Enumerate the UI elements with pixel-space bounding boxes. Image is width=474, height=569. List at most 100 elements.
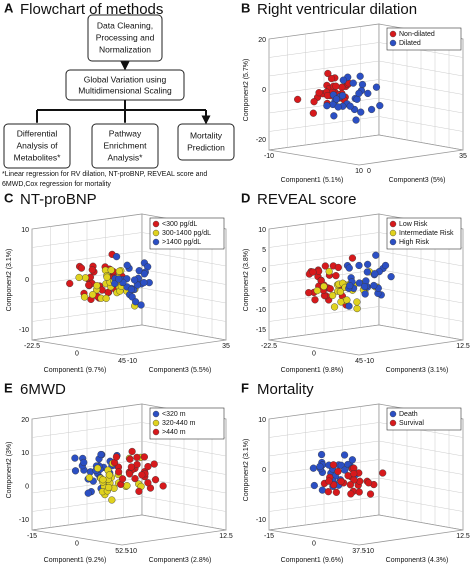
- scatter-dot: [357, 108, 365, 116]
- scatter-dot: [336, 288, 345, 296]
- scatter-dot: [112, 253, 121, 261]
- scatter-dot: [115, 468, 123, 476]
- scatter-dot: [305, 289, 313, 297]
- legend-swatch: [152, 220, 160, 228]
- y-axis-label: Component2 (5.7%): [243, 59, 250, 122]
- legend-swatch: [389, 410, 397, 418]
- legend-label: Survival: [399, 420, 424, 427]
- scatter-dot: [66, 279, 74, 288]
- x3-axis-label: Component3 (2.8%): [149, 557, 212, 564]
- box-text: Multidimensional Scaling: [78, 85, 172, 95]
- legend-label: Non-dilated: [399, 31, 435, 38]
- scatter-dot: [112, 453, 121, 461]
- scatter-dot: [310, 481, 318, 490]
- scatter-dot: [347, 490, 355, 498]
- scatter-dot: [111, 279, 119, 288]
- scatter-dot: [309, 268, 317, 276]
- scatter-dot: [103, 273, 111, 281]
- y-tick-label: -10: [256, 517, 266, 524]
- legend-swatch: [389, 220, 397, 228]
- scatter-dot: [332, 82, 340, 90]
- scatter-dot: [381, 261, 390, 270]
- panel-letter: A: [4, 0, 14, 15]
- scatter-dot: [358, 80, 367, 89]
- y-tick-label: 0: [262, 467, 266, 474]
- scatter-dot: [360, 282, 369, 291]
- scatter-dot: [355, 488, 363, 496]
- x1-axis-label: Component1 (9.8%): [281, 367, 344, 374]
- scatter-dot: [309, 109, 317, 117]
- scatter-dot: [330, 112, 338, 120]
- x3-tick-label: 12.5: [456, 343, 470, 350]
- scatter-dot: [130, 276, 139, 284]
- scatter-dot: [323, 102, 331, 110]
- scatter-dot: [75, 273, 83, 282]
- scatter-dot: [151, 476, 160, 484]
- scatter-dot: [325, 477, 333, 485]
- legend-label: >440 m: [162, 429, 186, 436]
- scatter-dot: [372, 83, 381, 91]
- y-tick-label: -10: [19, 517, 29, 524]
- legend-swatch: [389, 30, 397, 38]
- legend-box: [149, 217, 225, 250]
- flow-box: [177, 123, 235, 161]
- y-tick-label: 10: [258, 417, 266, 424]
- scatter-dot: [367, 105, 376, 114]
- scatter-dot: [105, 483, 113, 492]
- scatter-dot: [355, 89, 363, 97]
- x1-axis-label: Component1 (9.2%): [44, 557, 107, 564]
- x1-axis-label: Component1 (5.1%): [281, 177, 344, 184]
- scatter-dot: [349, 79, 357, 87]
- scatter-dot: [324, 69, 332, 78]
- x1-axis-label: Component1 (9.7%): [44, 367, 107, 374]
- panel-title: 6MWD: [20, 381, 66, 398]
- scatter-dot: [326, 285, 334, 293]
- scatter-dot: [107, 266, 115, 274]
- scatter-dot: [339, 76, 347, 84]
- y-tick-label: 0: [25, 484, 29, 491]
- scatter-dot: [80, 293, 89, 301]
- y-tick-label: 10: [21, 450, 29, 457]
- y-axis-label: Component2 (3.8%): [243, 249, 250, 312]
- scatter-dot: [99, 476, 107, 484]
- scatter-dot: [310, 98, 318, 106]
- x3-tick-label: 35: [459, 153, 467, 160]
- scatter-dot: [324, 488, 332, 496]
- scatter-dot: [352, 116, 360, 124]
- x3-tick-label: 35: [222, 343, 230, 350]
- x1-tick-label: -15: [264, 533, 274, 540]
- legend-label: 320-440 m: [162, 420, 196, 427]
- legend-label: <300 pg/dL: [162, 221, 197, 228]
- box-text: Analysis*: [108, 152, 144, 162]
- scatter-dot: [85, 281, 93, 289]
- panel-letter: F: [241, 380, 249, 395]
- scatter-dot: [140, 453, 148, 461]
- x3-axis-label: Component3 (5%): [389, 177, 446, 184]
- panel-letter: E: [4, 380, 13, 395]
- scatter-dot: [313, 286, 321, 295]
- legend-box: [386, 407, 462, 431]
- panel-title: Mortality: [257, 381, 314, 398]
- scatter-dot: [343, 296, 351, 304]
- scatter-dot: [353, 304, 361, 313]
- scatter-dot: [328, 291, 337, 300]
- y-tick-label: -5: [260, 287, 266, 294]
- panel-title: NT-proBNP: [20, 191, 97, 208]
- box-text: Mortality: [190, 130, 223, 140]
- scatter-dot: [337, 298, 345, 306]
- x3-tick-label: -10: [364, 358, 374, 365]
- scatter-dot: [311, 296, 319, 304]
- x1-tick-label: 0: [312, 350, 316, 357]
- panel-title: REVEAL score: [257, 191, 357, 208]
- x1-tick-label: -15: [27, 533, 37, 540]
- x3-axis-label: Component3 (5.5%): [149, 367, 212, 374]
- scatter-dot: [332, 488, 340, 496]
- connector: [36, 100, 207, 122]
- scatter-dot: [334, 263, 342, 272]
- scatter-dot: [97, 450, 105, 459]
- box-text: Pathway: [109, 128, 142, 138]
- scatter-dot: [340, 451, 349, 459]
- flowchart-panel: A Flowchart of methods Data Cleaning, Pr…: [2, 0, 235, 188]
- panel-letter: B: [241, 0, 250, 15]
